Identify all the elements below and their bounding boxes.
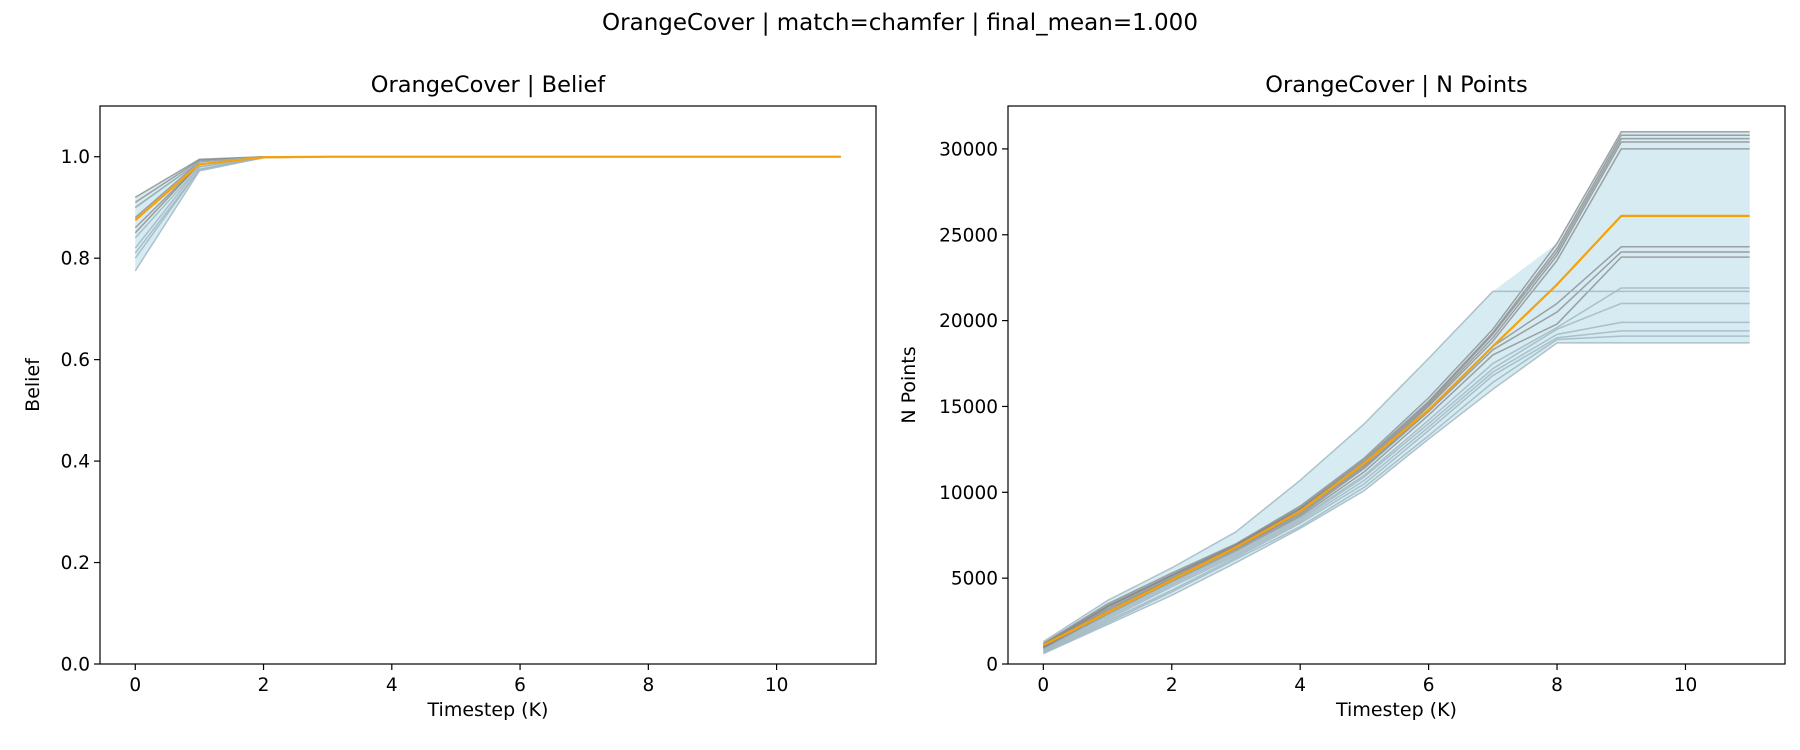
n-points-run-line-2 xyxy=(1042,137,1750,646)
belief-run-line-9 xyxy=(134,155,841,254)
n-points-range-band xyxy=(1043,131,1750,654)
belief-run-line-8 xyxy=(134,155,841,249)
belief-run-line-7 xyxy=(134,155,841,239)
belief-y-axis-label: Belief xyxy=(22,357,44,412)
n-points-x-tick-label: 0 xyxy=(1037,675,1049,696)
belief-run-line-2 xyxy=(134,155,841,209)
n-points-run-line-7 xyxy=(1042,256,1750,650)
n-points-x-tick-label: 6 xyxy=(1423,675,1435,696)
n-points-axes-frame xyxy=(1007,105,1786,665)
n-points-run-line-1 xyxy=(1042,134,1750,645)
belief-range-band xyxy=(135,156,841,271)
n-points-mean-line xyxy=(1042,214,1750,647)
belief-run-line-4 xyxy=(134,155,841,229)
belief-y-tick-label: 0.4 xyxy=(61,452,90,473)
n-points-y-tick-label: 30000 xyxy=(939,139,998,160)
n-points-run-line-3 xyxy=(1042,141,1750,647)
n-points-y-axis-label: N Points xyxy=(898,346,920,423)
n-points-x-tick-label: 2 xyxy=(1166,675,1178,696)
n-points-run-line-14 xyxy=(1043,342,1750,655)
belief-x-axis-label: Timestep (K) xyxy=(427,699,549,721)
belief-run-line-11 xyxy=(134,155,841,272)
n-points-y-tick-label: 20000 xyxy=(939,311,998,332)
belief-chart: 0 2 4 6 8 10 0.0 0.2 0.4 0.6 0.8 1.0 OrangeCover | B… xyxy=(22,72,877,721)
n-points-run-line-11 xyxy=(1042,321,1750,652)
n-points-chart: 0 2 4 6 8 10 0 5000 10000 15000 20000 25000 30000 Ora… xyxy=(898,72,1786,721)
n-points-x-tick-label: 4 xyxy=(1294,675,1306,696)
figure-title: OrangeCover | match=chamfer | final_mean… xyxy=(602,10,1198,36)
belief-run-line-3 xyxy=(134,155,841,219)
n-points-x-axis-label: Timestep (K) xyxy=(1335,699,1457,721)
belief-y-tick-label: 0.8 xyxy=(61,249,90,270)
belief-run-line-5 xyxy=(134,155,841,234)
belief-run-line-6 xyxy=(134,155,841,209)
belief-y-tick-label: 0.2 xyxy=(61,553,90,574)
n-points-chart-title: OrangeCover | N Points xyxy=(1265,72,1527,98)
belief-x-tick-label: 10 xyxy=(765,675,789,696)
n-points-run-line-0 xyxy=(1042,131,1750,645)
n-points-run-line-13 xyxy=(1043,335,1750,654)
n-points-run-line-8 xyxy=(1042,290,1750,643)
n-points-run-line-10 xyxy=(1042,302,1750,651)
belief-axes-frame xyxy=(99,105,877,665)
belief-y-tick-label: 0.0 xyxy=(61,655,90,676)
belief-x-tick-label: 6 xyxy=(514,675,526,696)
n-points-x-tick-label: 10 xyxy=(1674,675,1698,696)
belief-y-tick-label: 0.6 xyxy=(61,350,90,371)
n-points-x-tick-label: 8 xyxy=(1551,675,1563,696)
n-points-y-tick-label: 10000 xyxy=(939,483,998,504)
n-points-run-line-9 xyxy=(1042,287,1750,651)
n-points-plot-area xyxy=(1042,131,1750,655)
belief-run-line-1 xyxy=(134,155,841,204)
n-points-y-tick-label: 5000 xyxy=(951,569,998,590)
belief-y-tick-label: 1.0 xyxy=(61,147,90,168)
belief-x-tick-label: 0 xyxy=(129,675,141,696)
belief-run-line-10 xyxy=(134,155,841,259)
belief-x-tick-label: 4 xyxy=(386,675,398,696)
belief-x-tick-label: 8 xyxy=(642,675,654,696)
belief-x-tick-label: 2 xyxy=(258,675,270,696)
n-points-run-line-12 xyxy=(1042,330,1750,653)
belief-chart-title: OrangeCover | Belief xyxy=(371,72,607,98)
belief-plot-area xyxy=(134,155,841,272)
n-points-y-tick-label: 15000 xyxy=(939,397,998,418)
n-points-y-tick-label: 25000 xyxy=(939,225,998,246)
belief-mean-line xyxy=(134,155,841,221)
n-points-y-tick-label: 0 xyxy=(986,655,998,676)
